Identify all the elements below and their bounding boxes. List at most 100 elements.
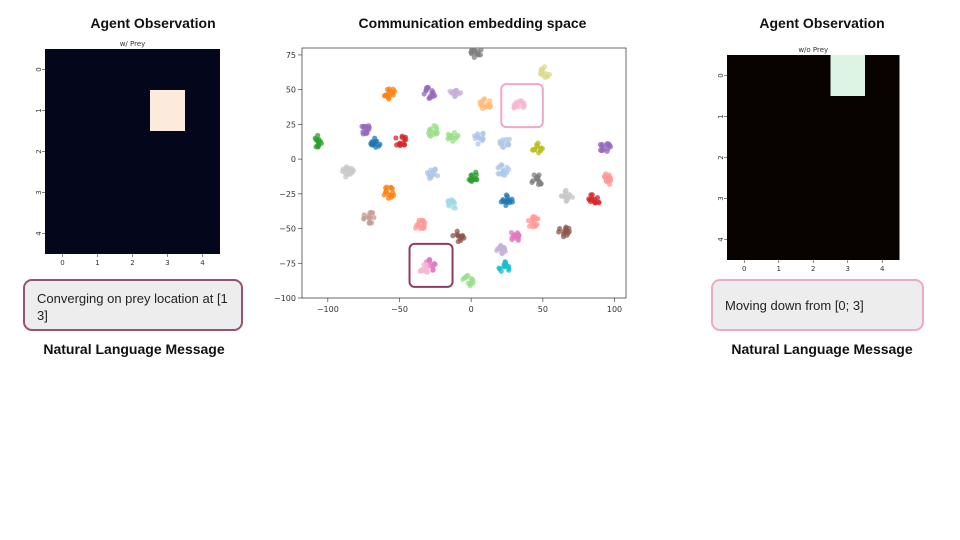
embedding-point (534, 143, 540, 149)
embedding-point (366, 123, 372, 129)
embedding-point (386, 192, 392, 198)
embedding-point (495, 171, 501, 177)
embedding-point (601, 173, 608, 179)
embedding-point (383, 188, 389, 194)
embedding-point (427, 133, 434, 139)
embedding-point (468, 172, 474, 179)
embedding-cluster (497, 136, 512, 151)
embedding-cluster (312, 132, 324, 150)
embedding-cluster (460, 272, 476, 289)
embedding-point (472, 135, 478, 141)
embedding-point (499, 162, 505, 168)
right-y-tick-label: 0 (717, 73, 725, 77)
embedding-point (460, 276, 466, 283)
embedding-cluster (450, 228, 467, 245)
embedding-point (469, 280, 476, 286)
embedding-point (541, 64, 548, 70)
embedding-point (569, 194, 576, 200)
embedding-point (566, 191, 572, 197)
right-grid-background (727, 55, 900, 260)
right-y-tick-label: 1 (717, 114, 725, 118)
x-tick-label: 100 (607, 305, 622, 314)
embedding-cluster (477, 96, 494, 112)
embedding-point (505, 166, 512, 172)
embedding-cluster (529, 140, 546, 156)
embedding-cluster (381, 184, 397, 201)
left-grid-background (45, 49, 220, 254)
embedding-point (480, 136, 486, 142)
x-tick-label: −100 (317, 305, 339, 314)
embedding-cluster (361, 209, 377, 226)
embedding-point (560, 234, 567, 240)
embedding-cluster (525, 214, 541, 230)
embedding-point (417, 268, 423, 274)
embedding-point (455, 238, 461, 245)
embedding-point (532, 222, 539, 228)
right-y-tick-label: 3 (717, 196, 725, 200)
embedding-cluster (445, 197, 458, 211)
right-x-tick-label: 4 (880, 265, 885, 273)
embedding-point (506, 265, 512, 272)
embedding-point (475, 141, 481, 147)
embedding-point (313, 137, 319, 143)
embedding-point (563, 228, 569, 234)
embedding-point (468, 275, 474, 282)
embedding-point (536, 179, 543, 185)
left-y-tick-label: 0 (35, 67, 43, 71)
embedding-point (421, 262, 427, 268)
embedding-point (458, 90, 464, 96)
embedding-point (520, 104, 526, 111)
embedding-point (364, 127, 370, 133)
embedding-point (385, 94, 391, 100)
embedding-cluster (508, 230, 522, 243)
embedding-point (480, 97, 486, 103)
embedding-cluster (468, 47, 484, 60)
embedding-cluster (447, 87, 464, 100)
embedding-point (473, 172, 479, 178)
y-tick-label: 25 (286, 120, 296, 129)
left-observation-grid: w/ Prey 0 1 2 3 4 0 1 2 3 4 (35, 40, 220, 267)
embedding-cluster (556, 224, 572, 240)
embedding-cluster (586, 192, 602, 206)
embedding-point (318, 140, 324, 146)
embedding-point (432, 167, 438, 173)
embedding-point (434, 129, 440, 136)
embedding-point (346, 165, 352, 171)
embedding-point (514, 234, 521, 240)
embedding-point (456, 233, 462, 239)
right-observation-heading: Agent Observation (759, 15, 885, 31)
embedding-point (315, 132, 321, 139)
embedding-point (389, 186, 395, 192)
embedding-cluster (511, 98, 527, 111)
embedding-point (502, 246, 508, 252)
left-x-tick-label: 0 (60, 259, 64, 267)
embedding-point (558, 193, 564, 199)
left-message-text: Converging on prey location at [1 3] (37, 291, 228, 323)
right-message-box: Moving down from [0; 3] (711, 279, 924, 331)
embedding-point (427, 95, 433, 101)
embedding-cluster (601, 171, 614, 187)
embedding-cluster (381, 86, 398, 102)
embedding-point (471, 54, 477, 60)
embedding-point (487, 98, 493, 104)
left-prey-cell (150, 90, 185, 131)
embedding-cluster (537, 64, 552, 80)
embedding-point (539, 145, 546, 152)
embedding-cluster (471, 130, 486, 147)
embedding-point (529, 147, 536, 153)
embedding-point (367, 210, 373, 216)
right-x-tick-label: 3 (846, 265, 850, 273)
embedding-point (361, 212, 367, 218)
embedding-cluster (496, 259, 512, 274)
embedding-cluster (445, 129, 461, 144)
embedding-point (595, 199, 602, 205)
y-tick-label: −50 (279, 225, 296, 234)
embedding-point (429, 90, 435, 96)
embedding-point (506, 142, 512, 148)
left-x-tick-label: 1 (95, 259, 99, 267)
embedding-point (414, 222, 420, 228)
embedding-point (373, 144, 379, 150)
left-message-box: Converging on prey location at [1 3] (23, 279, 243, 331)
embedding-point (452, 205, 458, 211)
embedding-point (607, 144, 614, 150)
